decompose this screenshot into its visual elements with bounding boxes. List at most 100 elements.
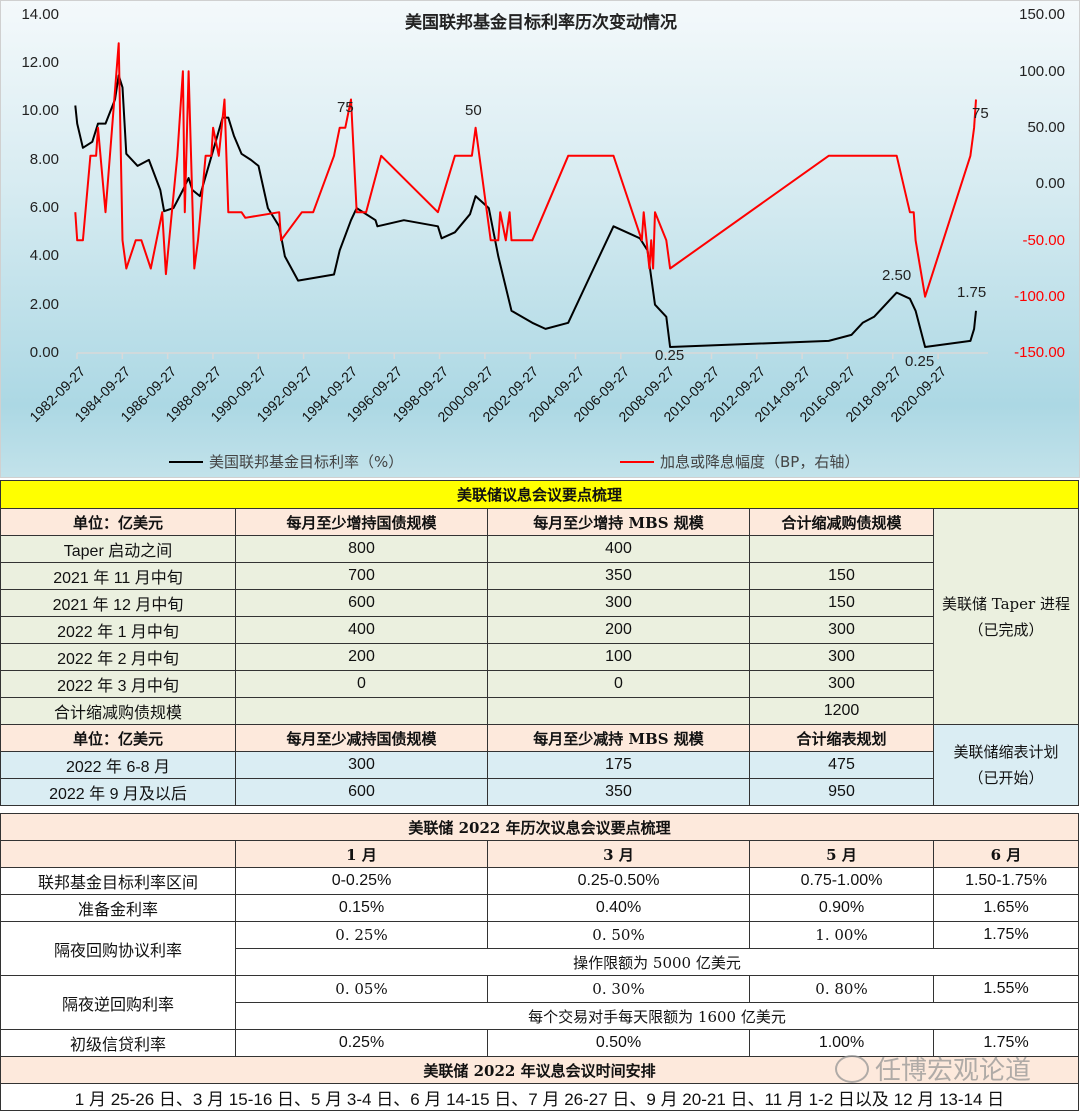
y-left-tick: 6.00 — [29, 199, 59, 216]
cell: 600 — [235, 589, 488, 617]
y-left-tick: 2.00 — [29, 296, 59, 313]
table-row: 初级信贷利率 0.25% 0.50% 1.00% 1.75% — [0, 1029, 1079, 1057]
table-header: 1 月 — [235, 840, 488, 868]
row-label: 初级信贷利率 — [0, 1029, 236, 1057]
row-label: 联邦基金目标利率区间 — [0, 867, 236, 895]
table-header: 每月至少增持 MBS 规模 — [487, 508, 750, 536]
cell: 2022 年 6-8 月 — [0, 751, 236, 779]
y-left-tick: 12.00 — [21, 54, 59, 71]
cell: 0. 30% — [487, 975, 750, 1003]
table-row: 操作限额为 5000 亿美元 — [1, 948, 1079, 976]
annotation-2-50: 2.50 — [882, 267, 912, 284]
y-left-tick: 4.00 — [29, 247, 59, 264]
cell: 0.75-1.00% — [749, 867, 934, 895]
table-header: 单位：亿美元 — [0, 508, 236, 536]
cell: 800 — [235, 535, 488, 563]
table-row: 准备金利率 0.15% 0.40% 0.90% 1.65% — [0, 894, 1079, 922]
cell: 350 — [487, 778, 750, 806]
y-right-tick: -100.00 — [1014, 288, 1065, 305]
cell: 0.25% — [235, 1029, 488, 1057]
table-header: 每月至少增持国债规模 — [235, 508, 488, 536]
cell: 合计缩减购债规模 — [0, 697, 236, 725]
chart-title: 美国联邦基金目标利率历次变动情况 — [405, 13, 677, 33]
legend-item-fed-rate: 美国联邦基金目标利率（%） — [169, 451, 403, 472]
annotation-0-25: 0.25 — [655, 347, 685, 364]
table-header-empty — [0, 840, 236, 868]
cell: 300 — [749, 670, 934, 698]
y-left-tick: 14.00 — [21, 6, 59, 23]
y-right-tick: 0.00 — [1035, 175, 1065, 192]
cell: 150 — [749, 589, 934, 617]
y-right-tick: 50.00 — [1027, 119, 1065, 136]
schedule-text: 1 月 25-26 日、3 月 15-16 日、5 月 3-4 日、6 月 14… — [0, 1083, 1079, 1111]
cell: 2022 年 3 月中旬 — [0, 670, 236, 698]
qt-side-note: 美联储缩表计划（已开始） — [933, 724, 1079, 806]
table-title: 美联储 2022 年历次议息会议要点梳理 — [0, 813, 1079, 841]
fomc-2022-table: 美联储 2022 年历次议息会议要点梳理 1 月 3 月 5 月 6 月 联邦基… — [0, 813, 1079, 1111]
fed-rate-line — [74, 74, 977, 348]
cell: 0.15% — [235, 894, 488, 922]
cell: 400 — [487, 535, 750, 563]
y-right-tick: -50.00 — [1022, 232, 1065, 249]
table-row: 隔夜逆回购利率 0. 05% 0. 30% 0. 80% 1.55% — [0, 975, 1079, 1030]
table-row: Taper 启动之间 800 400 — [0, 535, 1079, 563]
cell: 0 — [487, 670, 750, 698]
cell: 100 — [487, 643, 750, 671]
note-cell: 操作限额为 5000 亿美元 — [235, 948, 1079, 976]
cell: 300 — [487, 589, 750, 617]
cell: 1. 00% — [749, 921, 934, 949]
cell: 600 — [235, 778, 488, 806]
note-cell: 每个交易对手每天限额为 1600 亿美元 — [235, 1002, 1079, 1030]
table-header: 合计缩表规划 — [749, 724, 934, 752]
y-left-tick: 8.00 — [29, 151, 59, 168]
cell: 2021 年 12 月中旬 — [0, 589, 236, 617]
cell: 950 — [749, 778, 934, 806]
cell: 1200 — [749, 697, 934, 725]
cell: 300 — [235, 751, 488, 779]
table-row: 2022 年 2 月中旬 200 100 300 — [0, 643, 1079, 671]
table-title: 美联储议息会议要点梳理 — [0, 480, 1079, 509]
table-header: 每月至少减持国债规模 — [235, 724, 488, 752]
cell: 0 — [235, 670, 488, 698]
cell: 0.90% — [749, 894, 934, 922]
cell: 150 — [749, 562, 934, 590]
cell: 200 — [235, 643, 488, 671]
cell: 400 — [235, 616, 488, 644]
cell: 0.50% — [487, 1029, 750, 1057]
annotation-50: 50 — [465, 102, 482, 119]
legend-swatch-red — [620, 460, 654, 463]
cell: Taper 启动之间 — [0, 535, 236, 563]
cell: 0.40% — [487, 894, 750, 922]
cell: 1.75% — [933, 921, 1079, 949]
cell: 200 — [487, 616, 750, 644]
legend-label: 加息或降息幅度（BP，右轴） — [660, 453, 860, 471]
legend-label: 美国联邦基金目标利率（%） — [209, 453, 404, 471]
cell: 0. 80% — [749, 975, 934, 1003]
table-row: 2022 年 3 月中旬 0 0 300 — [0, 670, 1079, 698]
table-header: 6 月 — [933, 840, 1079, 868]
annotation-75: 75 — [972, 105, 989, 122]
cell — [487, 697, 750, 725]
cell — [235, 697, 488, 725]
table-row: 2022 年 6-8 月 300 175 475 — [0, 751, 1079, 779]
cell: 0-0.25% — [235, 867, 488, 895]
table-header: 5 月 — [749, 840, 934, 868]
annotation-0-25: 0.25 — [905, 353, 935, 370]
cell: 2022 年 1 月中旬 — [0, 616, 236, 644]
cell: 1.50-1.75% — [933, 867, 1079, 895]
bp-change-line — [74, 42, 977, 298]
cell: 0. 50% — [487, 921, 750, 949]
y-right-tick: -150.00 — [1014, 344, 1065, 361]
table-row: 2021 年 12 月中旬 600 300 150 — [0, 589, 1079, 617]
legend-item-bp-change: 加息或降息幅度（BP，右轴） — [620, 451, 859, 472]
cell: 475 — [749, 751, 934, 779]
row-label: 隔夜逆回购利率 — [0, 975, 236, 1030]
table-row: 2022 年 9 月及以后 600 350 950 — [0, 778, 1079, 806]
table-row: 合计缩减购债规模 1200 — [0, 697, 1079, 725]
cell: 0. 05% — [235, 975, 488, 1003]
y-left-tick: 10.00 — [21, 102, 59, 119]
row-label: 隔夜回购协议利率 — [0, 921, 236, 976]
table-row: 隔夜回购协议利率 0. 25% 0. 50% 1. 00% 1.75% — [0, 921, 1079, 976]
cell: 700 — [235, 562, 488, 590]
cell: 350 — [487, 562, 750, 590]
